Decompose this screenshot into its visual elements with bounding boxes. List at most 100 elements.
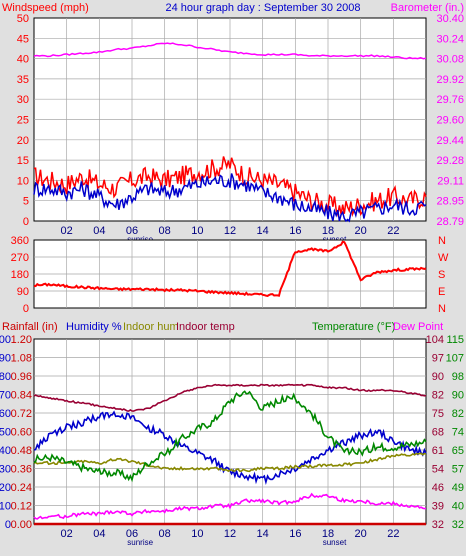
tick-label: 29.92	[436, 74, 464, 86]
tick-label: 35	[17, 74, 29, 86]
x-tick-label: 14	[257, 225, 269, 237]
tick-label: 0.60	[11, 427, 32, 439]
tick-label: 49	[452, 482, 464, 494]
tick-label: 0.72	[11, 408, 32, 420]
x-tick-label: 16	[289, 528, 301, 540]
compass-label: E	[438, 286, 445, 298]
tick-label: 82	[432, 390, 444, 402]
tick-label: 90	[0, 353, 11, 365]
rainfall-axis-title: Rainfall (in)	[2, 321, 58, 333]
tick-label: 75	[432, 408, 444, 420]
x-tick-label: 20	[355, 528, 367, 540]
wind-barometer-panel: 0 5 10 15 20 25 30 35 40 45 50 28.79 28.95 29.11 29.28…	[2, 2, 464, 244]
indoor-hum-axis-title: Indoor hum	[123, 321, 179, 333]
tick-label: 60	[0, 408, 11, 420]
tick-label: 28.95	[436, 196, 464, 208]
tick-label: 360	[11, 235, 29, 247]
series-group	[33, 42, 427, 223]
compass-label: N	[438, 235, 446, 247]
compass-label: W	[438, 252, 449, 264]
tick-label: 15	[17, 155, 29, 167]
x-tick-label: 16	[289, 225, 301, 237]
tick-label: 98	[452, 371, 464, 383]
tick-label: 29.76	[436, 94, 464, 106]
tick-label: 0.00	[11, 519, 32, 531]
tick-label: 0.12	[11, 501, 32, 513]
x-tick-label: 06	[126, 528, 138, 540]
series-line	[33, 390, 427, 483]
compass-label: N	[438, 303, 446, 315]
tick-label: 28.79	[436, 216, 464, 228]
series-line	[33, 492, 426, 520]
tick-label: 40	[0, 445, 11, 457]
tick-label: 30.08	[436, 54, 464, 66]
tick-label: 0.36	[11, 464, 32, 476]
tick-labels: 0 10 20 30 40 50 60 70 80 90 100 0.00 0.12 0.24 0.36 0.…	[0, 334, 464, 547]
x-tick-label: 12	[224, 528, 236, 540]
x-tick-label: 04	[93, 528, 105, 540]
tick-label: 90	[17, 286, 29, 298]
tick-label: 90	[452, 390, 464, 402]
sunrise-label: sunrise	[127, 538, 153, 547]
tick-label: 39	[432, 501, 444, 513]
tick-label: 61	[432, 445, 444, 457]
tick-label: 30	[17, 94, 29, 106]
tick-label: 90	[432, 371, 444, 383]
tick-label: 30.24	[436, 33, 464, 45]
tick-label: 20	[17, 135, 29, 147]
tick-label: 107	[446, 353, 464, 365]
tick-label: 50	[17, 13, 29, 25]
tick-label: 40	[17, 54, 29, 66]
x-tick-label: 12	[224, 225, 236, 237]
tick-label: 54	[432, 464, 444, 476]
tick-label: 57	[452, 464, 464, 476]
series-line	[33, 156, 427, 218]
tick-label: 74	[452, 427, 464, 439]
x-tick-label: 22	[387, 225, 399, 237]
x-tick-label: 08	[159, 528, 171, 540]
tick-label: 180	[11, 269, 29, 281]
tick-label: 50	[0, 427, 11, 439]
tick-label: 1.20	[11, 334, 32, 346]
tick-label: 97	[432, 353, 444, 365]
dew-point-axis-title: Dew Point	[393, 321, 443, 333]
tick-label: 104	[426, 334, 444, 346]
x-tick-label: 08	[159, 225, 171, 237]
series-group	[33, 240, 427, 297]
series-group	[33, 383, 427, 526]
x-tick-label: 22	[387, 528, 399, 540]
tick-label: 32	[452, 519, 464, 531]
grid	[34, 339, 426, 524]
grid	[34, 240, 426, 308]
x-tick-label: 04	[93, 225, 105, 237]
x-tick-label: 20	[355, 225, 367, 237]
tick-label: 0	[5, 519, 11, 531]
barometer-axis-title: Barometer (in.)	[391, 2, 464, 14]
x-tick-label: 18	[322, 528, 334, 540]
tick-label: 29.60	[436, 115, 464, 127]
tick-label: 20	[0, 482, 11, 494]
tick-label: 0.84	[11, 390, 32, 402]
tick-label: 0	[23, 216, 29, 228]
tick-label: 32	[432, 519, 444, 531]
series-line	[33, 42, 427, 60]
tick-label: 45	[17, 33, 29, 45]
tick-label: 0	[23, 303, 29, 315]
tick-label: 0.96	[11, 371, 32, 383]
tick-label: 29.11	[437, 175, 464, 187]
x-tick-label: 14	[257, 528, 269, 540]
series-line	[33, 240, 427, 297]
tick-label: 68	[432, 427, 444, 439]
series-line	[33, 452, 426, 473]
indoor-temp-axis-title: Indoor temp	[176, 321, 235, 333]
tick-label: 100	[0, 334, 11, 346]
tick-label: 29.28	[436, 155, 464, 167]
x-tick-label: 02	[61, 225, 73, 237]
tick-label: 115	[446, 334, 464, 346]
x-tick-label: 18	[322, 225, 334, 237]
humidity-axis-title: Humidity %	[66, 321, 122, 333]
tick-label: 30.40	[436, 13, 464, 25]
